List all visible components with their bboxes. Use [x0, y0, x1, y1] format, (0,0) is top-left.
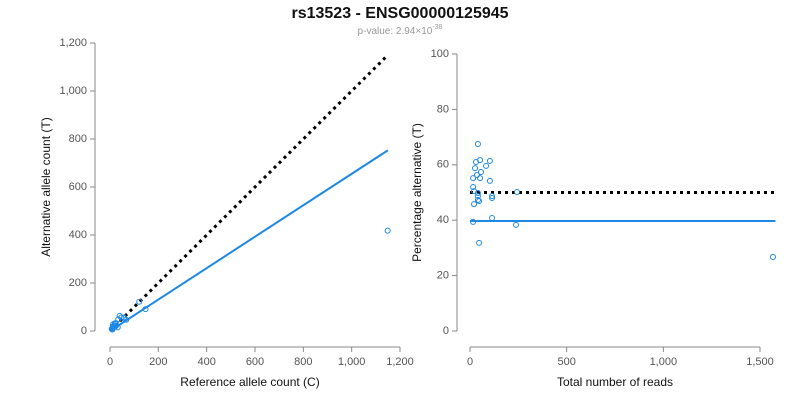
- x-tick-label: 1,500: [746, 356, 774, 368]
- y-tick-label: 1,000: [59, 85, 87, 97]
- y-tick-label: 20: [437, 270, 449, 282]
- point: [470, 183, 477, 190]
- point: [471, 201, 478, 208]
- point: [769, 254, 776, 261]
- x-tick-label: 800: [294, 356, 312, 368]
- point: [384, 227, 391, 234]
- point: [112, 323, 119, 330]
- point: [474, 190, 481, 197]
- point: [513, 221, 520, 228]
- x-tick-label: 0: [107, 356, 113, 368]
- point: [470, 175, 477, 182]
- y-tick-label: 0: [443, 325, 449, 337]
- point: [486, 157, 493, 164]
- x-tick-label: 400: [197, 356, 215, 368]
- x-tick-label: 0: [467, 356, 473, 368]
- point: [477, 157, 484, 164]
- y-tick-label: 800: [69, 133, 87, 145]
- x-tick-label: 200: [149, 356, 167, 368]
- reference-line: [108, 53, 389, 333]
- y-axis-label: Alternative allele count (T): [39, 117, 53, 256]
- x-tick-label: 1,200: [386, 356, 414, 368]
- point: [123, 316, 130, 323]
- x-tick-label: 500: [557, 356, 575, 368]
- x-tick-label: 1,000: [650, 356, 678, 368]
- x-tick-label: 600: [246, 356, 264, 368]
- y-tick-label: 400: [69, 229, 87, 241]
- point: [489, 193, 496, 200]
- point: [483, 162, 490, 169]
- point: [486, 177, 493, 184]
- fit-line: [109, 149, 389, 332]
- point: [118, 314, 125, 321]
- point: [476, 239, 483, 246]
- x-tick-label: 1,000: [338, 356, 366, 368]
- x-axis-label: Reference allele count (C): [180, 375, 319, 389]
- point: [142, 306, 149, 313]
- point: [476, 198, 483, 205]
- point: [477, 175, 484, 182]
- chart-title: rs13523 - ENSG00000125945: [291, 5, 508, 22]
- point: [489, 214, 496, 221]
- y-tick-label: 100: [431, 48, 449, 60]
- y-tick-label: 60: [437, 159, 449, 171]
- point: [121, 314, 128, 321]
- y-tick-label: 0: [81, 325, 87, 337]
- y-tick-label: 600: [69, 181, 87, 193]
- point: [474, 141, 481, 148]
- point: [473, 172, 480, 179]
- y-tick-label: 40: [437, 214, 449, 226]
- point: [478, 169, 485, 176]
- y-tick-label: 1,200: [59, 37, 87, 49]
- point: [136, 298, 143, 305]
- point: [489, 195, 496, 202]
- point: [474, 196, 481, 203]
- subtitle-text: p-value: 2.94×10: [358, 26, 433, 37]
- y-axis-label: Percentage alternative (T): [410, 123, 424, 262]
- subtitle-exponent: -38: [432, 24, 442, 31]
- chart-subtitle: p-value: 2.94×10-38: [358, 24, 443, 37]
- point: [472, 165, 479, 172]
- y-tick-label: 80: [437, 103, 449, 115]
- point: [470, 218, 477, 225]
- point: [513, 188, 520, 195]
- x-axis-label: Total number of reads: [557, 375, 673, 389]
- y-tick-label: 200: [69, 277, 87, 289]
